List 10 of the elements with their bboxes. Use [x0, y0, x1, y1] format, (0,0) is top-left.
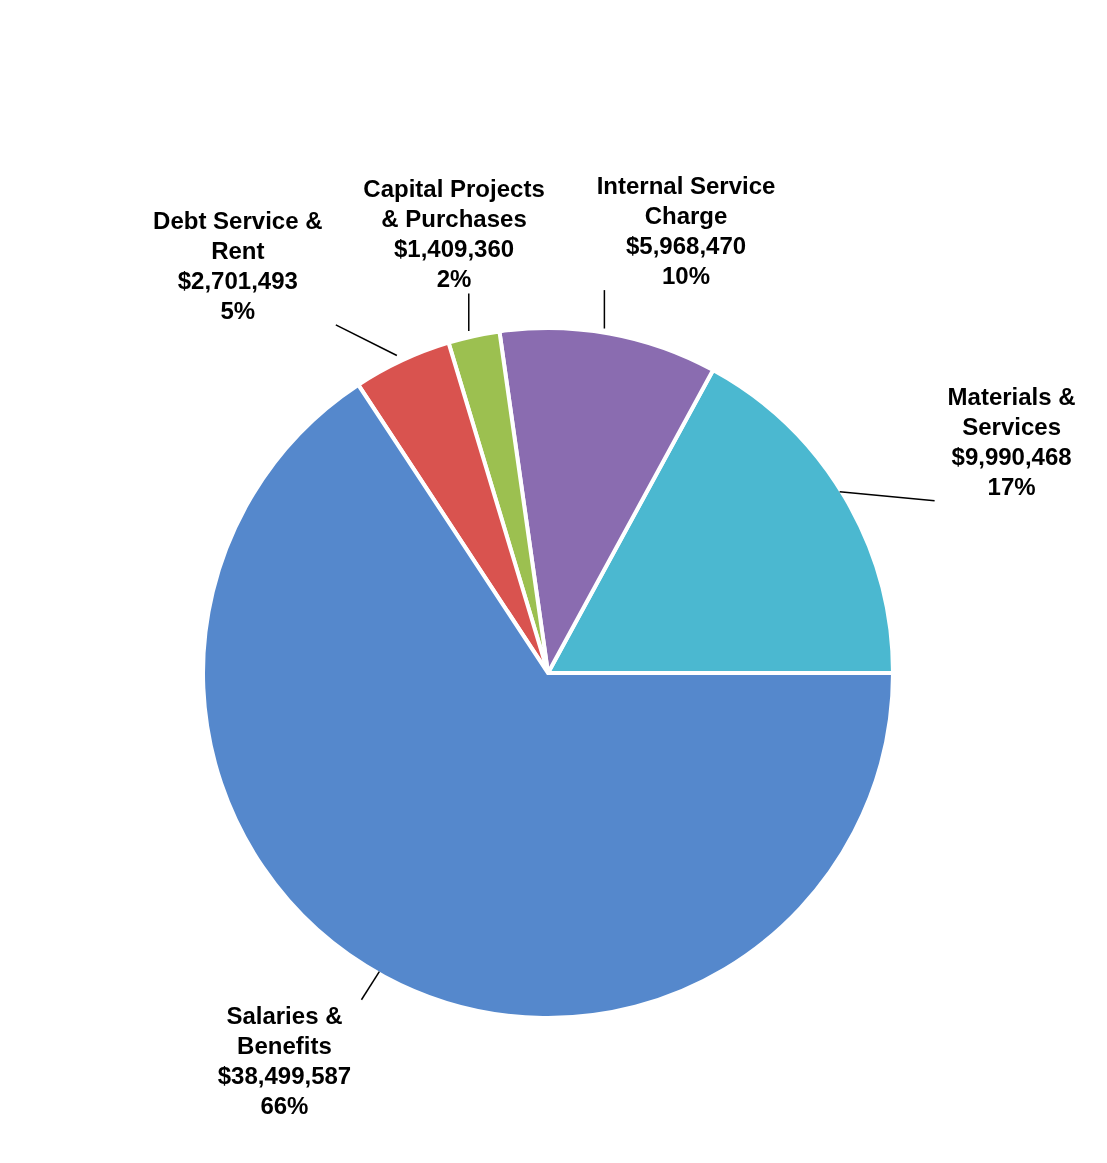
- data-label: $2,701,493 5%: [177, 266, 298, 324]
- data-label: $5,968,470 10%: [625, 232, 747, 290]
- data-label: $1,409,360 2%: [393, 235, 515, 293]
- data-label: $38,499,587 66%: [217, 1061, 352, 1119]
- slice-label: Debt Service & Rent: [153, 206, 323, 264]
- data-label: $9,990,468 17%: [951, 442, 1072, 500]
- slice-label: Internal Service Charge: [596, 172, 776, 230]
- slice-label: Materials & Services: [947, 382, 1076, 440]
- slice-label: Capital Projects & Purchases: [363, 175, 545, 233]
- slice-label: Salaries & Benefits: [226, 1001, 343, 1059]
